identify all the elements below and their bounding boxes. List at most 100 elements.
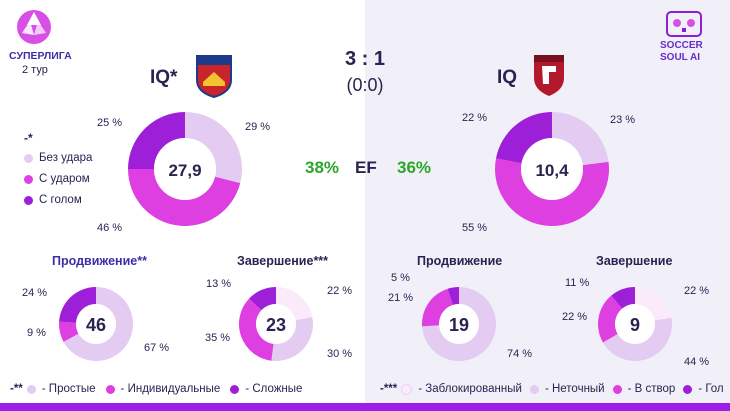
legend-label: - Неточный	[544, 383, 605, 395]
ef-label: EF	[355, 158, 377, 177]
away-progress-slice-Сложные	[447, 287, 459, 305]
home-progress-slice-Сложные	[59, 287, 96, 323]
home-finish-slice-Гол	[249, 287, 276, 311]
legend-dot	[26, 384, 36, 394]
home-iq-slice-С голом	[128, 112, 185, 169]
home-finish-slice-В створ	[239, 298, 274, 361]
away-progress-title: Продвижение	[417, 254, 503, 268]
away-iq-slice-С голом	[496, 112, 552, 164]
away-finish-slice-Неточный	[602, 317, 672, 361]
home-finish-value: 23	[266, 315, 286, 335]
home-progress-pct-simple: 67 %	[144, 342, 170, 354]
legend-label: С ударом	[39, 173, 90, 185]
home-finish-slice-Заблокированный	[276, 287, 313, 321]
legend-dot	[683, 384, 693, 394]
legend-dot	[24, 153, 33, 163]
home-iq-pct-with-shot: 46 %	[97, 222, 123, 234]
legend-label: С голом	[39, 194, 82, 206]
home-finish-hole	[256, 304, 296, 344]
home-iq-slice-Без удара	[185, 112, 242, 184]
away-iq-pct-with-shot: 55 %	[462, 222, 488, 234]
main-legend-marker: -*	[24, 131, 33, 145]
league-name: СУПЕРЛИГА	[9, 50, 72, 62]
legend-dot	[230, 384, 240, 394]
legend-label: - Заблокированный	[418, 383, 522, 395]
away-finish-slice-Заблокированный	[635, 287, 672, 321]
away-progress-slice-Индивидуальные	[422, 288, 453, 327]
home-finish-slice-Неточный	[271, 317, 313, 361]
away-finish-donut: 9	[598, 287, 672, 361]
legend-label: - Индивидуальные	[120, 383, 221, 395]
away-finish-title: Завершение	[596, 254, 673, 268]
away-iq-value: 10,4	[535, 161, 569, 180]
legend-item-with-shot: С ударом	[24, 173, 90, 185]
legend-label: - В створ	[627, 383, 676, 395]
away-progress-pct-complex: 5 %	[391, 272, 410, 284]
home-progress-donut: 46	[59, 287, 133, 361]
legend-dot	[612, 384, 622, 394]
brand-line-2: SOUL AI	[660, 52, 701, 63]
bottom-accent-bar	[0, 403, 730, 411]
home-iq-label: IQ*	[150, 67, 178, 88]
home-iq-hole	[154, 138, 216, 200]
away-finish-hole	[615, 304, 655, 344]
home-iq-donut: 27,9	[128, 112, 242, 226]
away-finish-value: 9	[630, 315, 640, 335]
home-progress-hole	[76, 304, 116, 344]
away-iq-slice-Без удара	[552, 112, 609, 166]
away-finish-pct-goal: 11 %	[565, 277, 590, 289]
home-progress-title: Продвижение**	[52, 254, 147, 268]
home-progress-slice-Простые	[63, 287, 133, 361]
legend-marker: -**	[10, 383, 23, 395]
home-iq-slice-С ударом	[128, 169, 241, 226]
yenisey-badge-icon	[196, 55, 232, 98]
round-label: 2 тур	[22, 64, 48, 76]
legend-marker: -***	[380, 383, 398, 395]
legend-item-with-goal: С голом	[24, 194, 82, 206]
legend-item-no-shot: Без удара	[24, 152, 92, 164]
away-iq-slice-С ударом	[495, 158, 609, 226]
away-finish-pct-off-target: 44 %	[684, 356, 710, 368]
away-progress-hole	[439, 304, 479, 344]
home-iq-value: 27,9	[168, 161, 201, 180]
legend-dot	[529, 384, 539, 394]
away-ef-value: 36%	[397, 158, 432, 177]
bottom-legend-left: -** - Простые - Индивидуальные - Сложные	[10, 383, 302, 395]
home-progress-pct-complex: 24 %	[22, 287, 48, 299]
legend-dot	[401, 383, 413, 395]
home-finish-title: Завершение***	[237, 254, 329, 268]
match-score: 3 : 1	[344, 48, 386, 70]
home-iq-pct-with-goal: 25 %	[97, 117, 123, 129]
legend-label: Без удара	[39, 152, 93, 164]
home-finish-pct-goal: 13 %	[206, 278, 232, 290]
away-progress-pct-simple: 74 %	[507, 348, 533, 360]
home-iq-pct-no-shot: 29 %	[245, 121, 271, 133]
away-progress-donut: 19	[422, 287, 496, 361]
away-iq-pct-with-goal: 22 %	[462, 112, 488, 124]
away-finish-slice-В створ	[598, 295, 623, 343]
soccer-soul-ai-logo-icon	[666, 11, 702, 37]
home-finish-pct-blocked: 22 %	[327, 285, 353, 297]
legend-dot	[24, 195, 33, 205]
away-progress-slice-Простые	[422, 287, 496, 361]
away-finish-pct-on-target: 22 %	[562, 311, 588, 323]
away-progress-value: 19	[449, 315, 469, 335]
halftime-score: (0:0)	[346, 75, 384, 95]
bottom-legend-right: -*** - Заблокированный - Неточный - В ст…	[380, 383, 724, 395]
home-progress-slice-Индивидуальные	[59, 321, 79, 342]
home-progress-pct-individual: 9 %	[27, 327, 46, 339]
away-progress-pct-individual: 21 %	[388, 292, 414, 304]
home-finish-donut: 23	[239, 287, 313, 361]
home-finish-pct-off-target: 30 %	[327, 348, 353, 360]
away-iq-pct-no-shot: 23 %	[610, 114, 636, 126]
legend-dot	[24, 174, 33, 184]
away-finish-slice-Гол	[611, 287, 635, 309]
home-finish-pct-on-target: 35 %	[205, 332, 231, 344]
rubin-badge-icon	[534, 55, 564, 96]
legend-label: - Сложные	[245, 383, 303, 395]
legend-dot	[105, 384, 115, 394]
away-finish-pct-blocked: 22 %	[684, 285, 710, 297]
away-iq-label: IQ	[497, 67, 518, 88]
away-iq-hole	[521, 138, 583, 200]
home-progress-value: 46	[86, 315, 106, 335]
